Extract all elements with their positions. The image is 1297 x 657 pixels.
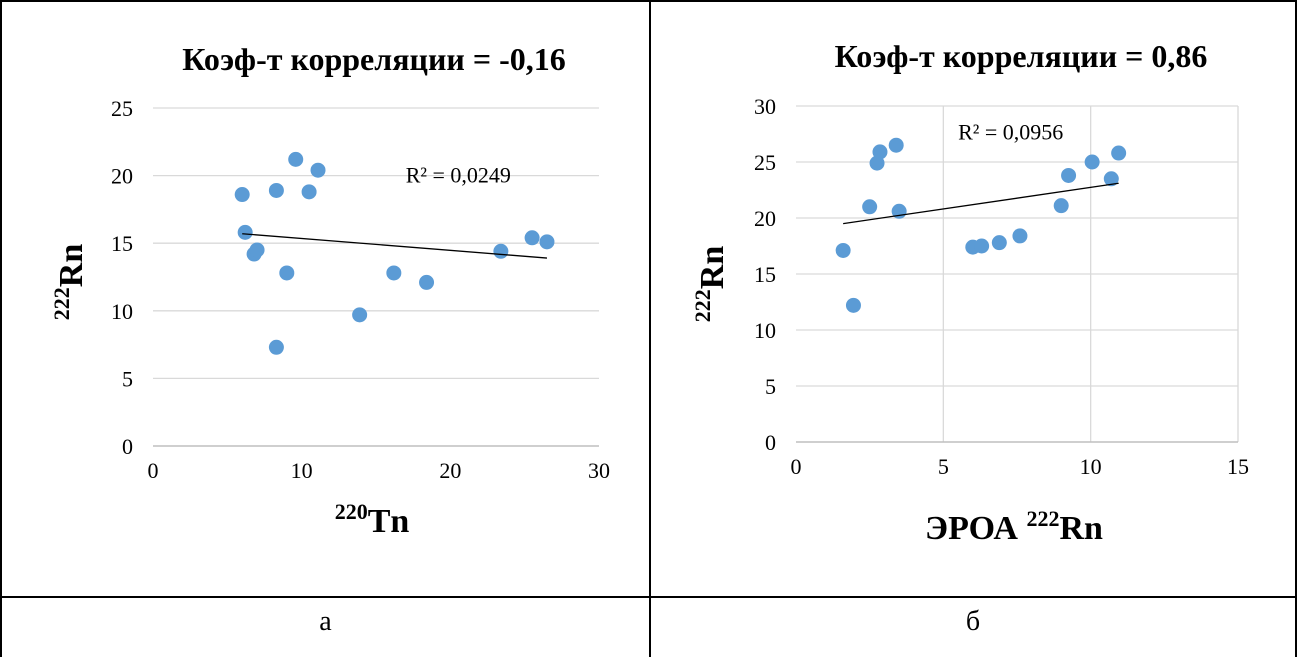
y-tick-label: 15 [754,262,776,287]
data-point [1061,167,1077,183]
x-tick-label: 10 [1080,454,1102,479]
caption-b: б [965,606,981,637]
x-tick-label: 5 [938,454,949,479]
data-point [279,265,295,281]
y-tick-label: 25 [111,96,133,121]
y-tick-label: 0 [122,434,133,459]
y-tick-label: 20 [111,164,133,189]
y-tick-label: 10 [111,299,133,324]
y-tick-label: 5 [765,374,776,399]
x-tick-label: 0 [148,458,159,483]
y-axis-label-main: Rn [694,246,731,290]
y-tick-label: 15 [111,231,133,256]
data-point [386,265,402,281]
chart-a: 0 5 10 15 20 25 0 10 20 30 R² = 0,0249 Коэф-т корре… [49,41,610,540]
y-axis-label-superscript: 222 [49,287,74,320]
data-point [268,182,284,198]
data-point [835,242,851,258]
trendline [242,233,548,259]
y-axis-label: 222Rn [49,244,90,321]
r-squared-label: R² = 0,0956 [958,120,1063,145]
data-point [1103,171,1119,187]
y-tick-label: 10 [754,318,776,343]
x-axis-label-superscript: 220 [335,499,368,524]
x-axis-label-main: Rn [1059,510,1103,547]
data-point [493,243,509,259]
x-tick-label: 15 [1227,454,1249,479]
x-tick-label: 10 [291,458,313,483]
data-point [845,297,861,313]
table-border-middle [649,0,651,657]
x-tick-label: 20 [439,458,461,483]
data-point [524,230,540,246]
table-border-top [0,0,1297,2]
chart-cell-a: 0 5 10 15 20 25 0 10 20 30 R² = 0,0249 Коэф-т корре… [2,2,649,596]
data-point [419,274,435,290]
data-point [310,162,326,178]
table-border-right [1295,0,1297,657]
data-point [1053,198,1069,214]
data-point [301,184,317,200]
x-tick-label: 30 [588,458,610,483]
y-axis-label-main: Rn [53,244,90,288]
r-squared-label: R² = 0,0249 [406,162,511,187]
y-tick-label: 0 [765,430,776,455]
x-axis-label-superscript: 222 [1026,506,1059,531]
data-point [991,235,1007,251]
x-tick-label: 0 [791,454,802,479]
y-tick-label: 20 [754,206,776,231]
data-point [888,137,904,153]
data-point [862,199,878,215]
trendline [843,182,1119,225]
y-axis-label: 222Rn [690,246,731,323]
table-border-left [0,0,2,657]
x-axis-label-main: Tn [368,503,410,540]
y-axis-label-superscript: 222 [690,289,715,322]
data-point [268,339,284,355]
data-point [1084,154,1100,170]
x-axis-label: 220Tn [335,499,410,540]
data-point [1012,228,1028,244]
data-point [237,224,253,240]
data-point [234,187,250,203]
chart-b: 0 5 10 15 20 25 30 0 5 10 15 R² = 0,0956 Коэф-т корр… [690,38,1249,547]
y-tick-label: 5 [122,366,133,391]
data-point [352,307,368,323]
caption-a: а [319,606,332,637]
table-border-caption-row [0,596,1297,598]
y-tick-label: 30 [754,94,776,119]
chart-title: Коэф-т корреляции = -0,16 [182,41,565,77]
chart-title: Коэф-т корреляции = 0,86 [835,38,1208,74]
chart-cell-b: 0 5 10 15 20 25 30 0 5 10 15 R² = 0,0956 Коэф-т корр… [651,2,1295,596]
y-tick-label: 25 [754,150,776,175]
data-point [249,242,265,258]
data-point [872,144,888,160]
data-point [974,238,990,254]
data-point [288,151,304,167]
x-axis-label: ЭРОА 222Rn [925,506,1103,547]
data-point [1111,145,1127,161]
x-axis-label-prefix: ЭРОА [925,510,1026,547]
data-point [539,234,555,250]
